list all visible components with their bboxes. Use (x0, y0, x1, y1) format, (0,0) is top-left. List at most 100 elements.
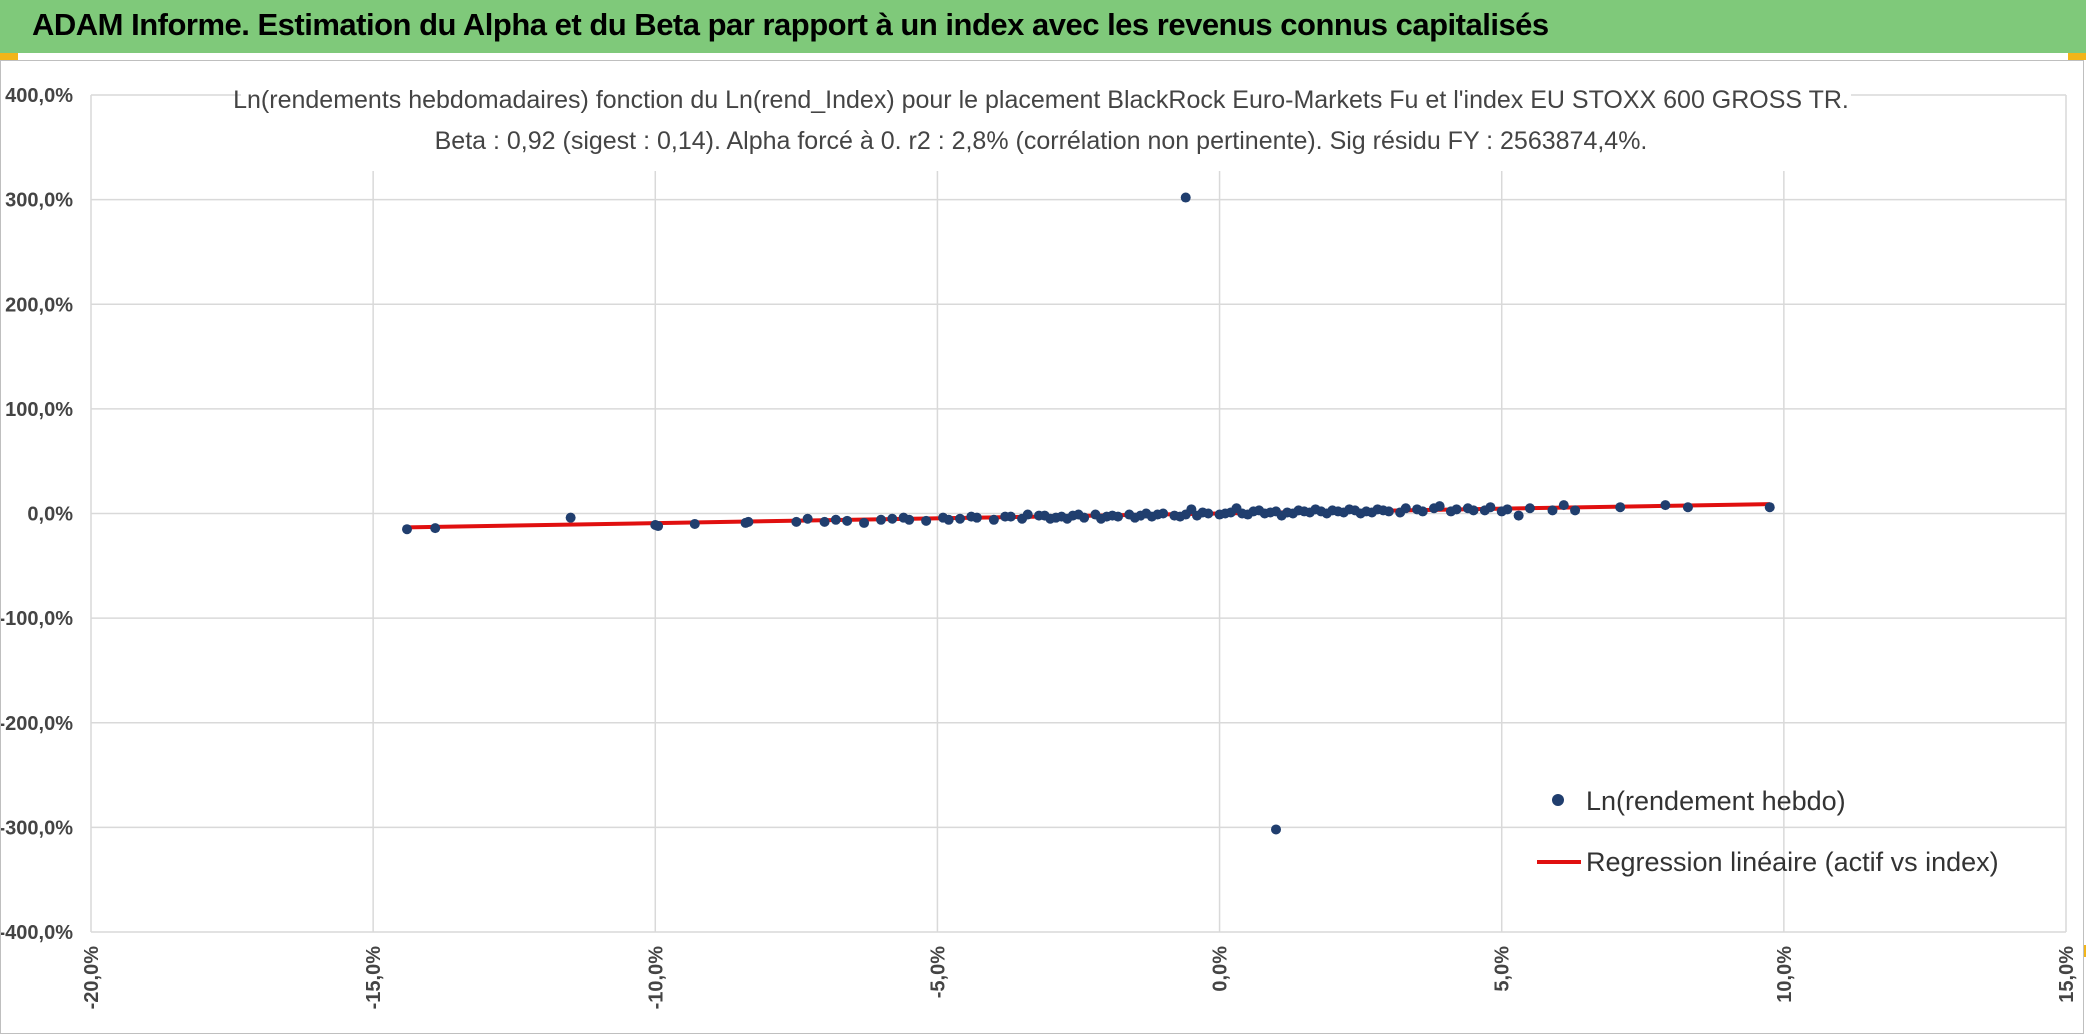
corner-marker-left (0, 53, 18, 60)
data-point (1344, 504, 1355, 515)
data-point (1333, 506, 1344, 517)
data-point (1570, 505, 1581, 516)
data-point (653, 521, 664, 532)
data-point (1395, 507, 1406, 518)
x-tick-label: 5,0% (1492, 946, 1514, 992)
data-points-layer (402, 192, 1775, 835)
data-point (1547, 505, 1558, 516)
y-tick-label: 200,0% (5, 294, 73, 316)
x-tick-label: 15,0% (2056, 946, 2078, 1003)
data-point (1039, 510, 1050, 521)
y-tick-label: -300,0% (1, 817, 73, 839)
data-point (898, 512, 909, 523)
x-tick-label: -5,0% (927, 946, 949, 998)
data-point (689, 518, 700, 529)
y-tick-label: 100,0% (5, 399, 73, 421)
data-point (1496, 506, 1507, 517)
data-point (1366, 507, 1377, 518)
data-point (1355, 508, 1366, 519)
data-point (887, 513, 898, 524)
legend-marker-points (1552, 794, 1564, 806)
data-point (1242, 509, 1253, 520)
data-point (1000, 511, 1011, 522)
data-point (988, 514, 999, 525)
data-point (1254, 505, 1265, 516)
data-point (830, 514, 841, 525)
data-point (859, 517, 870, 528)
data-point (1152, 509, 1163, 520)
report-banner: ADAM Informe. Estimation du Alpha et du … (0, 0, 2086, 53)
data-point (1175, 511, 1186, 522)
data-point (791, 516, 802, 527)
data-point (1558, 500, 1569, 511)
data-point (1378, 505, 1389, 516)
legend-label-line: Regression linéaire (actif vs index) (1586, 847, 1999, 877)
y-tick-label: 400,0% (5, 85, 73, 107)
data-point (1429, 503, 1439, 514)
x-tick-label: -10,0% (645, 946, 667, 1010)
data-point (1096, 513, 1107, 524)
data-point (1231, 503, 1242, 514)
data-point (819, 516, 830, 527)
data-point (966, 511, 977, 522)
axis-labels: -20,0% -15,0% -10,0% -5,0% 0,0% 5,0% 10,0% 15,0… (1, 85, 2078, 1009)
data-point (1445, 506, 1456, 517)
title-background (241, 61, 1851, 171)
data-point (565, 512, 576, 523)
data-point (743, 516, 754, 527)
data-point (1615, 502, 1626, 513)
data-point (1276, 510, 1287, 521)
data-point (1141, 508, 1152, 519)
data-point (1050, 512, 1061, 523)
chart-title: Ln(rendements hebdomadaires) fonction du… (233, 86, 1849, 114)
data-point (1660, 500, 1671, 511)
y-tick-label: 0,0% (27, 504, 73, 526)
data-point (1321, 508, 1332, 519)
x-tick-label: -15,0% (363, 946, 385, 1010)
data-point (1462, 503, 1473, 514)
data-point (1479, 505, 1490, 516)
report-title: ADAM Informe. Estimation du Alpha et du … (32, 7, 1549, 42)
data-point (943, 514, 954, 525)
data-point (1180, 192, 1191, 203)
x-tick-label: -20,0% (81, 946, 103, 1010)
y-tick-label: 300,0% (5, 190, 73, 212)
data-point (1265, 507, 1276, 518)
data-point (1513, 510, 1524, 521)
data-point (1186, 504, 1197, 515)
corner-marker-right (2068, 53, 2086, 60)
scatter-chart: -20,0% -15,0% -10,0% -5,0% 0,0% 5,0% 10,0% 15,0… (1, 61, 2078, 1009)
data-point (1287, 508, 1298, 519)
data-point (1129, 512, 1140, 523)
y-tick-label: -400,0% (1, 922, 73, 944)
data-point (1073, 509, 1084, 520)
data-point (1271, 824, 1281, 835)
data-point (1062, 513, 1073, 524)
x-tick-label: 10,0% (1774, 946, 1796, 1003)
data-point (955, 513, 965, 524)
data-point (1764, 502, 1775, 513)
data-point (876, 514, 886, 525)
data-point (842, 515, 853, 526)
data-point (1682, 502, 1693, 513)
legend-label-points: Ln(rendement hebdo) (1586, 786, 1846, 816)
x-tick-label: 0,0% (1210, 946, 1232, 992)
data-point (1310, 504, 1321, 515)
data-point (1022, 509, 1033, 520)
y-tick-label: -100,0% (1, 608, 73, 630)
data-point (1299, 506, 1310, 517)
data-point (1107, 510, 1118, 521)
y-tick-label: -200,0% (1, 713, 73, 735)
legend: Ln(rendement hebdo) Regression linéaire … (1537, 786, 1999, 877)
data-point (402, 524, 412, 535)
data-point (1220, 508, 1231, 519)
data-point (1197, 507, 1208, 518)
data-point (1524, 503, 1535, 514)
data-point (921, 515, 932, 526)
data-point (1412, 504, 1423, 515)
data-point (430, 523, 441, 534)
chart-area: -20,0% -15,0% -10,0% -5,0% 0,0% 5,0% 10,0% 15,0… (0, 60, 2084, 1034)
data-point (802, 513, 813, 524)
chart-title-group: Ln(rendements hebdomadaires) fonction du… (233, 61, 1851, 171)
chart-subtitle: Beta : 0,92 (sigest : 0,14). Alpha forcé… (435, 127, 1648, 155)
